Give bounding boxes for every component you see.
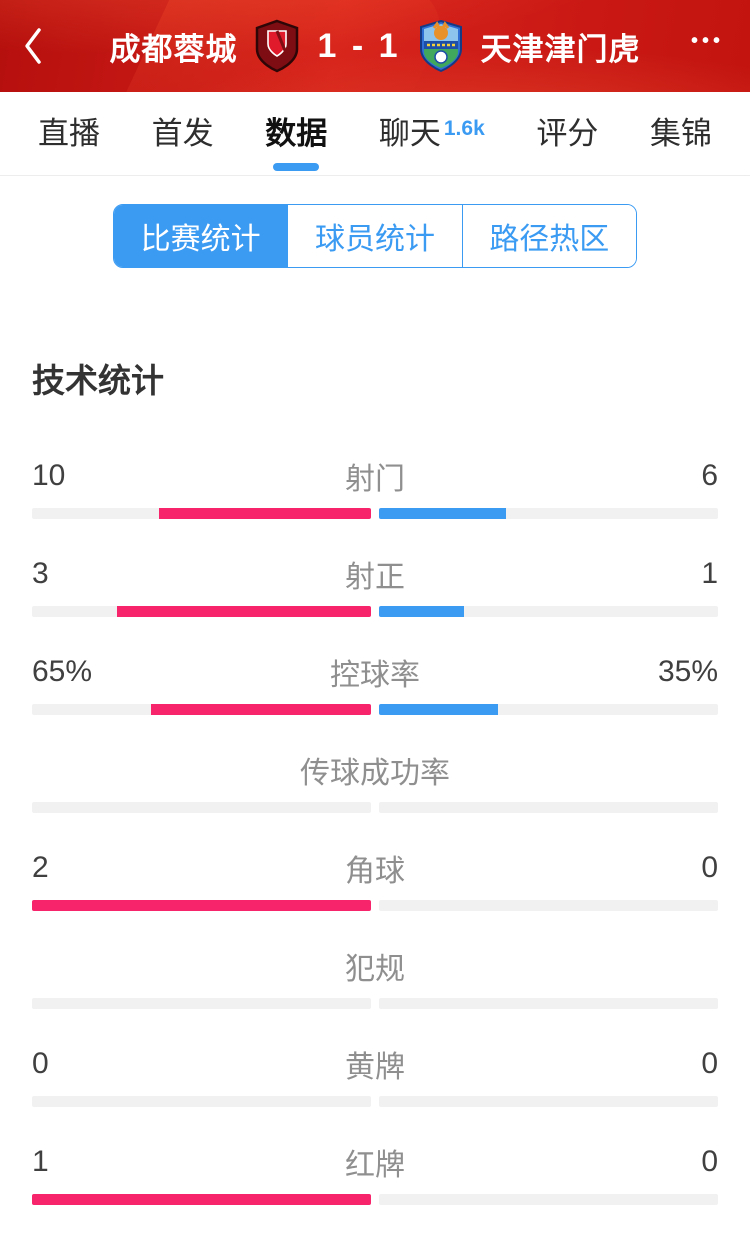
back-button[interactable]	[22, 26, 56, 66]
home-bar-track	[32, 1096, 371, 1107]
stat-label: 控球率	[330, 659, 420, 692]
subtab-球员统计[interactable]: 球员统计	[287, 205, 462, 267]
tab-数据[interactable]: 数据	[265, 88, 327, 179]
stat-label: 射正	[345, 561, 405, 594]
away-bar-track	[379, 900, 718, 911]
home-bar-track	[32, 802, 371, 813]
away-value: 0	[701, 851, 718, 884]
stat-label: 角球	[345, 855, 405, 888]
stat-label: 黄牌	[345, 1051, 405, 1084]
stat-label: 犯规	[345, 953, 405, 986]
away-value: 0	[701, 1047, 718, 1080]
away-value: 1	[701, 557, 718, 590]
match-header: 成都蓉城 1 - 1 天津津门虎 •••	[0, 0, 750, 92]
away-value: 0	[701, 1145, 718, 1178]
home-bar-track	[32, 1194, 371, 1205]
home-bar-fill	[32, 1194, 371, 1205]
stat-row-传球成功率: 传球成功率	[32, 742, 718, 840]
home-bar-fill	[159, 508, 371, 519]
home-value: 0	[32, 1047, 49, 1080]
away-bar-track	[379, 508, 718, 519]
away-value: 6	[701, 459, 718, 492]
home-bar-track	[32, 508, 371, 519]
tab-集锦[interactable]: 集锦	[650, 116, 712, 151]
away-team-logo	[419, 19, 462, 73]
home-value: 3	[32, 557, 49, 590]
home-bar-fill	[150, 704, 371, 715]
subtab-路径热区[interactable]: 路径热区	[461, 205, 636, 267]
home-bar-fill	[32, 900, 371, 911]
home-value: 10	[32, 459, 66, 492]
chat-count-badge: 1.6k	[443, 117, 485, 140]
stat-row-黄牌: 0 黄牌 0	[32, 1036, 718, 1134]
subtab-section: 比赛统计 球员统计 路径热区	[0, 176, 750, 268]
stat-label: 射门	[345, 463, 405, 496]
home-value: 2	[32, 851, 49, 884]
home-team-name: 成都蓉城	[109, 31, 238, 67]
away-bar-fill	[379, 606, 464, 617]
away-team-name: 天津津门虎	[480, 31, 641, 67]
tab-首发[interactable]: 首发	[151, 116, 214, 151]
stat-label: 传球成功率	[300, 757, 450, 790]
stats-segmented-control: 比赛统计 球员统计 路径热区	[113, 204, 637, 268]
away-bar-track	[379, 1194, 718, 1205]
tab-评分[interactable]: 评分	[536, 116, 599, 151]
back-chevron-icon	[25, 28, 41, 64]
subtab-比赛统计[interactable]: 比赛统计	[114, 205, 288, 267]
home-bar-track	[32, 704, 371, 715]
away-bar-track	[379, 998, 718, 1009]
away-bar-fill	[379, 704, 498, 715]
stat-row-射正: 3 射正 1	[32, 546, 718, 644]
away-bar-track	[379, 802, 718, 813]
away-value: 35%	[657, 655, 718, 688]
home-bar-track	[32, 606, 371, 617]
more-options-icon[interactable]: •••	[690, 30, 724, 52]
away-bar-track	[379, 704, 718, 715]
tab-直播[interactable]: 直播	[38, 116, 100, 151]
stat-row-角球: 2 角球 0	[32, 840, 718, 938]
away-bar-track	[379, 1096, 718, 1107]
stat-row-红牌: 1 红牌 0	[32, 1134, 718, 1232]
home-value: 65%	[32, 655, 93, 688]
score: 1 - 1	[317, 26, 401, 65]
home-bar-fill	[116, 606, 371, 617]
stat-row-犯规: 犯规	[32, 938, 718, 1036]
stat-row-射门: 10 射门 6	[32, 448, 718, 546]
home-value: 1	[32, 1145, 49, 1178]
away-bar-fill	[379, 508, 507, 519]
section-title: 技术统计	[32, 362, 164, 399]
home-team-logo	[256, 19, 299, 73]
stats-list: 10 射门 6 3 射正 1 65% 控球率 35% 传	[0, 448, 750, 1232]
stat-label: 红牌	[345, 1149, 405, 1182]
home-bar-track	[32, 900, 371, 911]
tab-聊天[interactable]: 聊天 1.6k	[378, 116, 485, 151]
tab-bar: 直播 首发 数据 聊天 1.6k 评分 集锦	[0, 92, 750, 176]
away-bar-track	[379, 606, 718, 617]
stat-row-控球率: 65% 控球率 35%	[32, 644, 718, 742]
home-bar-track	[32, 998, 371, 1009]
